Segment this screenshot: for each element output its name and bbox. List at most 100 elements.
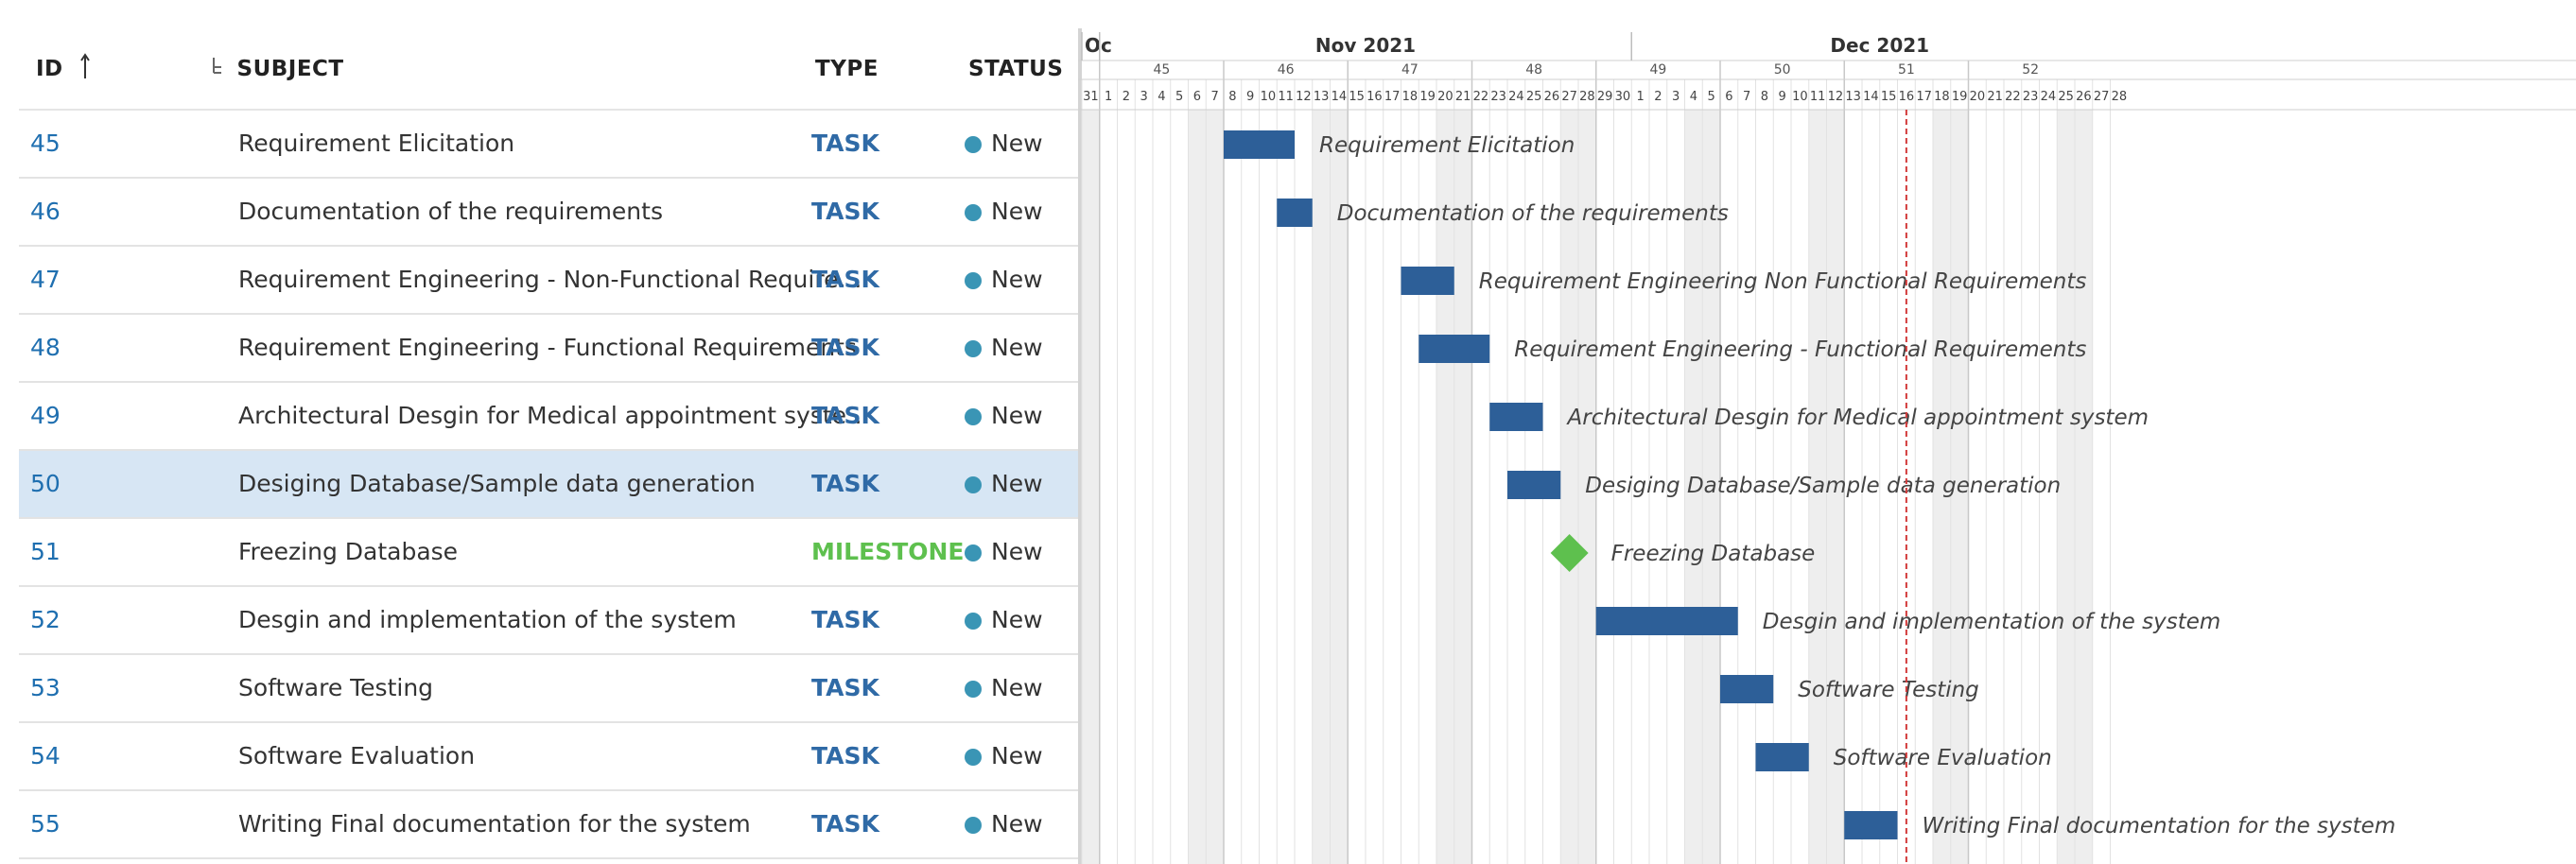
month-label: Nov 2021 — [1315, 34, 1416, 57]
status-cell[interactable]: New — [965, 383, 1043, 449]
work-package-type: TASK — [811, 470, 879, 497]
day-number-label: 29 — [1597, 90, 1613, 104]
status-header-label: STATUS — [968, 57, 1064, 81]
work-package-id-link[interactable]: 55 — [30, 810, 61, 838]
task-bar-label: Software Evaluation — [1834, 746, 2052, 770]
month-label: Dec 2021 — [1830, 34, 1929, 57]
status-cell[interactable]: New — [965, 723, 1043, 789]
status-cell[interactable]: New — [965, 587, 1043, 653]
status-label: New — [991, 538, 1043, 565]
column-header-subject[interactable]: SUBJECT — [210, 38, 344, 100]
weekend-shade — [1082, 110, 1100, 864]
work-package-subject[interactable]: Software Testing — [238, 674, 434, 701]
work-package-id-link[interactable]: 47 — [30, 266, 61, 293]
table-row[interactable]: 50 Desiging Database/Sample data generati… — [19, 451, 1078, 519]
work-package-type: TASK — [811, 198, 879, 225]
work-package-subject[interactable]: Requirement Engineering - Non-Functional… — [238, 266, 862, 293]
status-cell[interactable]: New — [965, 655, 1043, 721]
work-package-id-link[interactable]: 49 — [30, 402, 61, 429]
work-package-subject[interactable]: Architectural Desgin for Medical appoint… — [238, 402, 871, 429]
work-package-id-link[interactable]: 53 — [30, 674, 61, 701]
task-bar — [1419, 335, 1490, 363]
day-number-label: 8 — [1761, 90, 1768, 104]
task-bar — [1755, 743, 1809, 771]
status-cell[interactable]: New — [965, 791, 1043, 857]
day-number-label: 19 — [1952, 90, 1968, 104]
day-number-label: 5 — [1707, 90, 1714, 104]
day-number-label: 1 — [1105, 90, 1112, 104]
day-number-label: 31 — [1083, 90, 1099, 104]
task-bar — [1507, 471, 1561, 499]
work-package-subject[interactable]: Documentation of the requirements — [238, 198, 663, 225]
day-number-label: 26 — [2076, 90, 2092, 104]
status-cell[interactable]: New — [965, 315, 1043, 381]
table-row[interactable]: 55 Writing Final documentation for the sy… — [19, 791, 1078, 859]
status-cell[interactable]: New — [965, 519, 1043, 585]
status-cell[interactable]: New — [965, 179, 1043, 245]
table-row[interactable]: 54 Software Evaluation TASK New — [19, 723, 1078, 791]
pane-splitter[interactable] — [1078, 28, 1082, 864]
status-label: New — [991, 402, 1043, 429]
table-row[interactable]: 52 Desgin and implementation of the syste… — [19, 587, 1078, 655]
weekend-shade — [1330, 110, 1349, 864]
day-number-label: 9 — [1246, 90, 1254, 104]
day-number-label: 12 — [1828, 90, 1844, 104]
task-bar-label: Requirement Engineering Non Functional R… — [1479, 269, 2087, 294]
table-row[interactable]: 49 Architectural Desgin for Medical appoi… — [19, 383, 1078, 451]
table-row[interactable]: 46 Documentation of the requirements TASK N… — [19, 179, 1078, 247]
week-number-label: 52 — [2022, 62, 2039, 78]
table-row[interactable]: 51 Freezing Database MILESTONE New — [19, 519, 1078, 587]
task-bar-label: Requirement Engineering - Functional Req… — [1514, 337, 2086, 362]
work-package-id-link[interactable]: 52 — [30, 606, 61, 633]
day-number-label: 18 — [1402, 90, 1419, 104]
work-package-subject[interactable]: Requirement Elicitation — [238, 130, 515, 157]
status-cell[interactable]: New — [965, 451, 1043, 517]
work-package-subject[interactable]: Freezing Database — [238, 538, 459, 565]
weekend-shade — [1702, 110, 1720, 864]
status-dot-icon — [965, 272, 982, 289]
day-number-label: 20 — [1437, 90, 1453, 104]
task-bar — [1224, 130, 1295, 159]
status-cell[interactable]: New — [965, 111, 1043, 177]
week-number-label: 47 — [1401, 62, 1419, 78]
task-bar-label: Architectural Desgin for Medical appoint… — [1566, 406, 2150, 430]
day-number-label: 11 — [1278, 90, 1294, 104]
work-package-subject[interactable]: Writing Final documentation for the syst… — [238, 810, 751, 838]
gantt-chart: 45 46 47 48 49 50 51 52 Oc Nov 2021 Dec 2021 31 1 2 3 4… — [1078, 0, 2576, 864]
work-package-type: TASK — [811, 402, 879, 429]
work-package-type: TASK — [811, 130, 879, 157]
status-label: New — [991, 810, 1043, 838]
weekend-shade — [1188, 110, 1207, 864]
work-package-id-link[interactable]: 51 — [30, 538, 61, 565]
day-number-label: 22 — [1473, 90, 1489, 104]
weekend-shade — [1808, 110, 1827, 864]
column-header-status[interactable]: STATUS — [968, 38, 1063, 100]
work-package-subject[interactable]: Requirement Engineering - Functional Req… — [238, 334, 857, 361]
column-header-type[interactable]: TYPE — [815, 38, 879, 100]
status-cell[interactable]: New — [965, 247, 1043, 313]
task-bar-label: Writing Final documentation for the syst… — [1923, 814, 2396, 838]
weekend-shade — [1684, 110, 1703, 864]
work-package-subject[interactable]: Desiging Database/Sample data generation — [238, 470, 756, 497]
day-number-label: 21 — [1455, 90, 1471, 104]
work-package-id-link[interactable]: 54 — [30, 742, 61, 769]
weekend-shade — [1560, 110, 1578, 864]
work-package-subject[interactable]: Software Evaluation — [238, 742, 476, 769]
work-package-type: TASK — [811, 742, 879, 769]
table-row[interactable]: 48 Requirement Engineering - Functional R… — [19, 315, 1078, 383]
work-package-id-link[interactable]: 45 — [30, 130, 61, 157]
table-row[interactable]: 53 Software Testing TASK New — [19, 655, 1078, 723]
work-package-id-link[interactable]: 48 — [30, 334, 61, 361]
task-bar-label: Requirement Elicitation — [1319, 133, 1575, 158]
hierarchy-icon[interactable] — [210, 41, 225, 74]
table-row[interactable]: 45 Requirement Elicitation TASK New — [19, 111, 1078, 179]
work-package-id-link[interactable]: 50 — [30, 470, 61, 497]
work-package-id-link[interactable]: 46 — [30, 198, 61, 225]
work-package-subject[interactable]: Desgin and implementation of the system — [238, 606, 737, 633]
day-number-label: 24 — [1508, 90, 1524, 104]
day-number-label: 6 — [1193, 90, 1201, 104]
column-header-id[interactable]: ID — [36, 38, 91, 100]
table-row[interactable]: 47 Requirement Engineering - Non-Function… — [19, 247, 1078, 315]
day-number-label: 25 — [2058, 90, 2074, 104]
status-label: New — [991, 334, 1043, 361]
